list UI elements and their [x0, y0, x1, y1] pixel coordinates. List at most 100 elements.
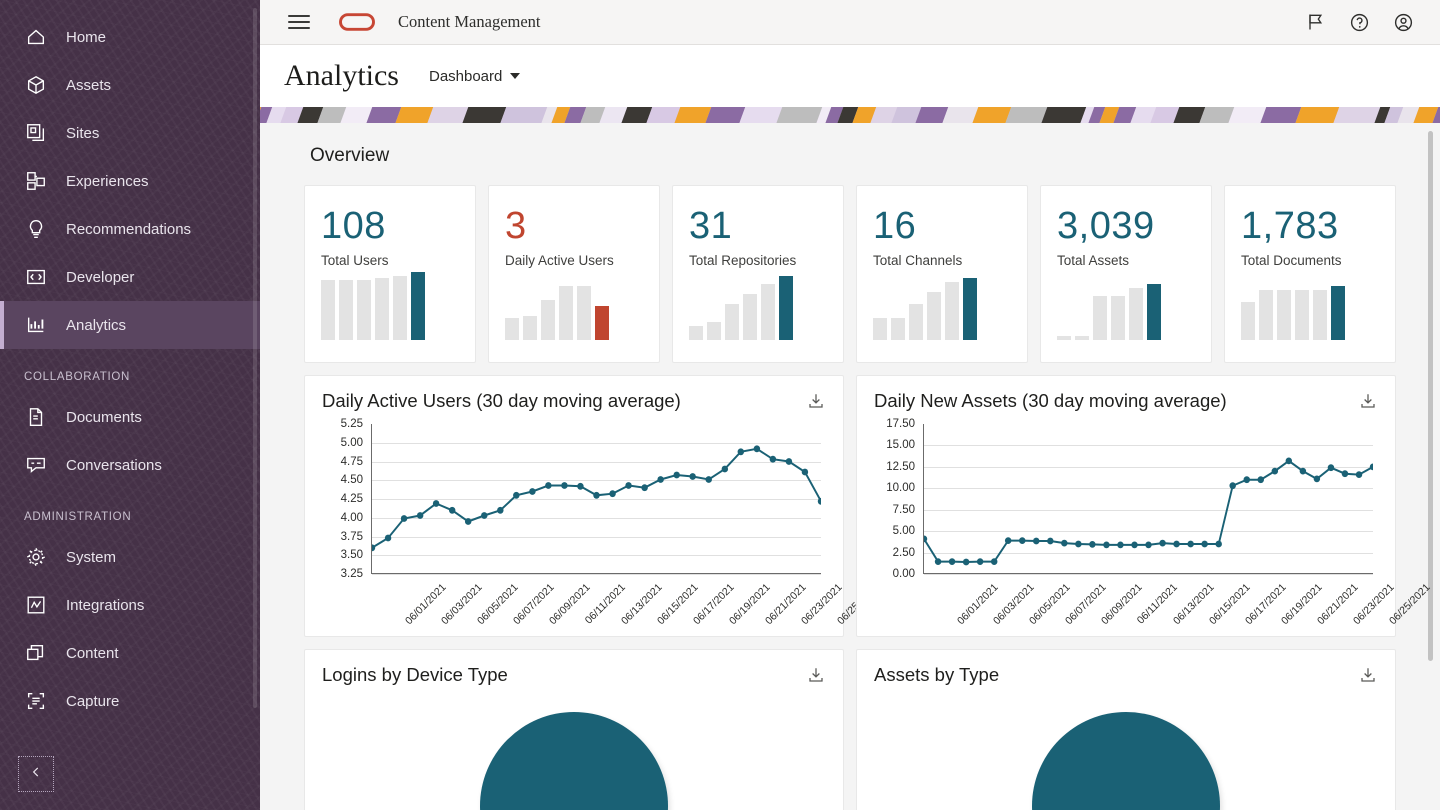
metric-card[interactable]: 16 Total Channels: [856, 185, 1028, 363]
y-axis-tick: 3.50: [340, 549, 363, 562]
sparkline-bar: [1313, 290, 1327, 340]
pie-card-assets-by-type: Assets by Type: [856, 649, 1396, 810]
sparkline-bar: [1093, 296, 1107, 340]
sidebar-item-system[interactable]: System: [0, 533, 260, 581]
plot-area: [371, 424, 821, 575]
sparkline-bar: [927, 292, 941, 340]
metric-label: Daily Active Users: [505, 253, 614, 268]
metric-label: Total Assets: [1057, 253, 1130, 268]
sparkline-bar: [1147, 284, 1161, 340]
sidebar-item-label: Content: [66, 644, 119, 662]
sparkline-bar: [743, 294, 757, 340]
metric-card-row: 108 Total Users 3 Daily Active Users 31 Total…: [304, 185, 1396, 363]
flag-icon[interactable]: [1298, 5, 1332, 39]
sparkline: [689, 276, 793, 340]
metric-card[interactable]: 108 Total Users: [304, 185, 476, 363]
sidebar-item-label: Conversations: [66, 456, 162, 474]
plot: 17.50 15.00 12.50 10.00 7.50 5.00 2.50 0.00 06/0…: [871, 418, 1432, 627]
sidebar-item-assets[interactable]: Assets: [0, 61, 260, 109]
pie-slice-image: [1032, 712, 1220, 810]
gridline: [924, 488, 1373, 490]
sparkline-bar: [523, 316, 537, 340]
y-axis-tick: 17.50: [886, 418, 915, 430]
sidebar-nav-list: Home Assets Sites Experiences: [0, 0, 260, 725]
metric-value: 1,783: [1241, 205, 1339, 247]
y-axis-tick: 4.25: [340, 493, 363, 505]
gridline: [924, 574, 1373, 575]
metric-label: Total Documents: [1241, 253, 1342, 268]
oracle-logo[interactable]: [338, 11, 376, 33]
y-axis-tick: 4.75: [340, 455, 363, 468]
sidebar: Home Assets Sites Experiences: [0, 0, 260, 810]
gridline: [924, 552, 1373, 554]
metric-card[interactable]: 1,783 Total Documents: [1224, 185, 1396, 363]
chart-title: Assets by Type: [874, 664, 1000, 685]
sidebar-item-label: Assets: [66, 76, 112, 94]
hamburger-icon[interactable]: [288, 15, 310, 29]
metric-value: 108: [321, 205, 386, 247]
x-axis: 06/01/2021 06/03/2021 06/05/2021 06/07/2021…: [371, 576, 881, 636]
app-title: Content Management: [398, 12, 541, 31]
sparkline-bar: [1057, 336, 1071, 340]
gear-icon: [24, 545, 48, 569]
sidebar-item-developer[interactable]: Developer: [0, 253, 260, 301]
sidebar-item-sites[interactable]: Sites: [0, 109, 260, 157]
sparkline-bar: [375, 278, 389, 340]
plot: 5.25 5.00 4.75 4.50 4.25 4.00 3.75 3.50 3.25 06/0…: [319, 418, 881, 627]
gridline: [372, 555, 821, 557]
download-icon[interactable]: [807, 392, 825, 415]
y-axis-tick: 15.00: [886, 439, 915, 452]
download-icon[interactable]: [1359, 392, 1377, 415]
metric-card[interactable]: 3 Daily Active Users: [488, 185, 660, 363]
sparkline-bar: [945, 282, 959, 340]
gridline: [372, 574, 821, 575]
sidebar-item-documents[interactable]: Documents: [0, 393, 260, 441]
sidebar-item-label: Developer: [66, 268, 135, 286]
sparkline-bar: [779, 276, 793, 340]
sidebar-item-label: Documents: [66, 408, 142, 426]
line-chart-row: Daily Active Users (30 day moving averag…: [304, 375, 1433, 637]
capture-icon: [24, 689, 48, 713]
integrations-icon: [24, 593, 48, 617]
metric-card[interactable]: 3,039 Total Assets: [1040, 185, 1212, 363]
sidebar-item-content[interactable]: Content: [0, 629, 260, 677]
sidebar-collapse-button[interactable]: [18, 756, 54, 792]
sparkline-bar: [707, 322, 721, 340]
pie-slice-desktop: [480, 712, 668, 810]
help-icon[interactable]: [1342, 5, 1376, 39]
sidebar-item-recommendations[interactable]: Recommendations: [0, 205, 260, 253]
sidebar-item-analytics[interactable]: Analytics: [0, 301, 260, 349]
y-axis-tick: 4.50: [340, 474, 363, 487]
gridline: [924, 531, 1373, 533]
sidebar-section-collaboration: COLLABORATION: [24, 371, 131, 383]
metric-card[interactable]: 31 Total Repositories: [672, 185, 844, 363]
sparkline: [1057, 284, 1161, 340]
y-axis-tick: 7.50: [892, 503, 915, 516]
pie-card-logins-by-device-type: Logins by Device Type: [304, 649, 844, 810]
content-scrollbar[interactable]: [1428, 131, 1433, 661]
y-axis-tick: 5.00: [892, 525, 915, 538]
metric-value: 3,039: [1057, 205, 1155, 247]
y-axis-tick: 3.25: [340, 568, 363, 580]
sidebar-item-label: Sites: [66, 124, 100, 142]
download-icon[interactable]: [1359, 666, 1377, 689]
sidebar-item-capture[interactable]: Capture: [0, 677, 260, 725]
sparkline-bar: [321, 280, 335, 340]
plot-area: [923, 424, 1373, 575]
sidebar-scrollbar[interactable]: [253, 8, 257, 708]
dashboard-selector[interactable]: Dashboard: [429, 68, 521, 85]
conversation-icon: [24, 453, 48, 477]
account-icon[interactable]: [1386, 5, 1420, 39]
gridline: [924, 509, 1373, 511]
gridline: [372, 536, 821, 538]
download-icon[interactable]: [807, 666, 825, 689]
sidebar-item-conversations[interactable]: Conversations: [0, 441, 260, 489]
sparkline-bar: [873, 318, 887, 340]
sidebar-item-experiences[interactable]: Experiences: [0, 157, 260, 205]
sparkline-bar: [1331, 286, 1345, 340]
sparkline-bar: [689, 326, 703, 340]
metric-label: Total Repositories: [689, 253, 797, 268]
sidebar-item-home[interactable]: Home: [0, 13, 260, 61]
metric-label: Total Channels: [873, 253, 963, 268]
sidebar-item-integrations[interactable]: Integrations: [0, 581, 260, 629]
